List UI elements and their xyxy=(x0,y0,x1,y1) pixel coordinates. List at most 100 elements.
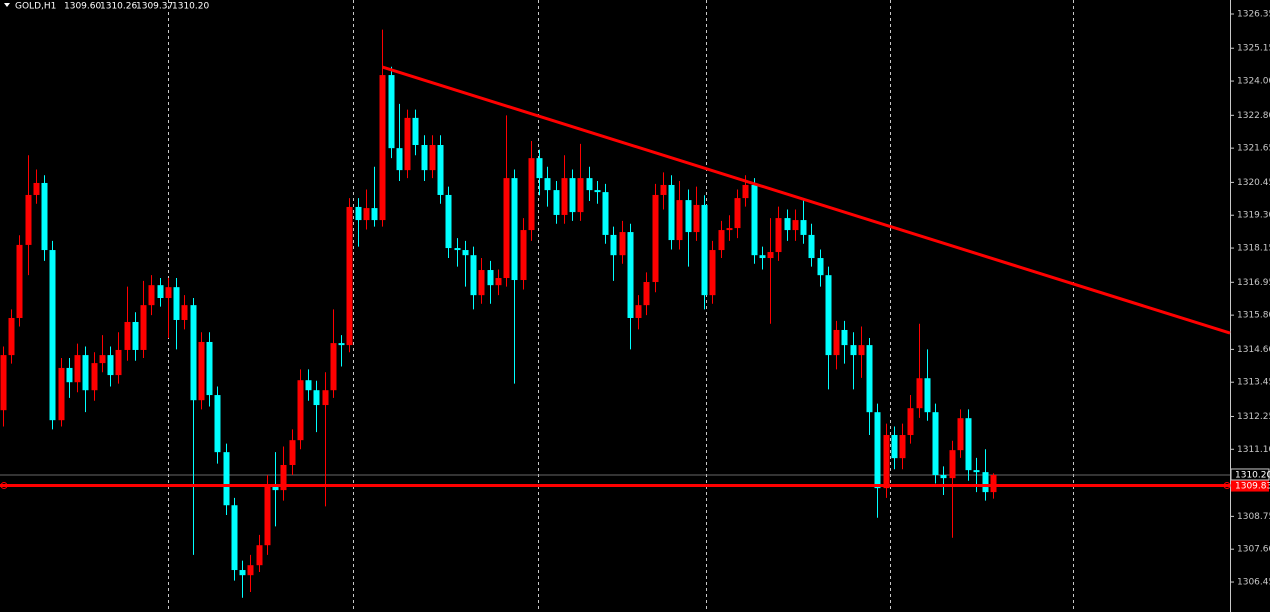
symbol: GOLD,H1 xyxy=(15,2,56,12)
candle-body xyxy=(676,200,683,241)
candle-body xyxy=(841,329,848,346)
candle-body xyxy=(643,282,650,306)
candle-body xyxy=(264,484,271,546)
candle-body xyxy=(58,367,65,421)
candle-body xyxy=(74,355,81,383)
candle-body xyxy=(693,204,700,233)
candle-body xyxy=(338,343,345,346)
candle-body xyxy=(800,220,807,235)
candle-body xyxy=(462,250,469,256)
y-tick-label: 1320.45 xyxy=(1237,178,1270,188)
candle-body xyxy=(982,472,989,493)
candle-body xyxy=(231,505,238,571)
quote-value: 1309.60 xyxy=(64,2,101,12)
candle-body xyxy=(495,278,502,286)
candle-body xyxy=(330,343,337,391)
y-tick-label: 1321.65 xyxy=(1237,144,1270,154)
candle-body xyxy=(528,158,535,231)
y-tick-label: 1326.35 xyxy=(1237,9,1270,19)
candle-body xyxy=(685,200,692,233)
candle-body xyxy=(173,287,180,320)
candle-body xyxy=(289,440,296,465)
quote-value: 1310.26 xyxy=(100,2,137,12)
candle-body xyxy=(833,329,840,356)
candle-body xyxy=(536,158,543,179)
candle-body xyxy=(272,484,279,491)
candle-body xyxy=(965,418,972,471)
candle-body xyxy=(91,363,98,391)
candle-body xyxy=(322,390,329,406)
hline-anchor xyxy=(0,482,8,490)
candle-body xyxy=(140,305,147,350)
candle-body xyxy=(594,190,601,193)
candle-body xyxy=(503,178,510,279)
y-tick-label: 1318.15 xyxy=(1237,244,1270,254)
candle-body xyxy=(825,275,832,356)
candle-body xyxy=(454,248,461,251)
candle-body xyxy=(635,305,642,318)
candle-body xyxy=(429,145,436,171)
candle-body xyxy=(82,355,89,391)
y-tick-label: 1324.00 xyxy=(1237,77,1270,87)
candle-body xyxy=(396,148,403,171)
candle-body xyxy=(16,244,23,318)
candle-body xyxy=(190,305,197,401)
candle-body xyxy=(858,345,865,356)
y-tick-label: 1308.75 xyxy=(1237,512,1270,522)
candle-body xyxy=(99,355,106,364)
candle-body xyxy=(49,250,56,421)
quote-value: 1309.37 xyxy=(136,2,173,12)
y-tick-label: 1314.60 xyxy=(1237,345,1270,355)
candle-body xyxy=(132,321,139,350)
candle-body xyxy=(445,194,452,249)
candle-body xyxy=(701,204,708,296)
candle-body xyxy=(239,570,246,576)
candle-body xyxy=(346,206,353,346)
candle-body xyxy=(379,75,386,221)
candle-body xyxy=(553,190,560,215)
candle-body xyxy=(759,255,766,259)
candle-body xyxy=(973,470,980,473)
candle-body xyxy=(412,117,419,146)
candle-body xyxy=(569,178,576,213)
y-tick-label: 1306.45 xyxy=(1237,578,1270,588)
candle-body xyxy=(751,184,758,256)
y-tick-label: 1322.80 xyxy=(1237,111,1270,121)
candle-body xyxy=(181,305,188,320)
candle-body xyxy=(949,450,956,479)
candle-body xyxy=(874,412,881,489)
candle-body xyxy=(107,355,114,376)
candle-body xyxy=(363,208,370,221)
candle-body xyxy=(41,182,48,251)
candle-body xyxy=(33,182,40,195)
candle-body xyxy=(668,184,675,241)
candle-body xyxy=(660,184,667,195)
candle-body xyxy=(25,194,32,245)
y-tick-label: 1312.25 xyxy=(1237,412,1270,422)
hline-anchor xyxy=(1223,482,1231,490)
y-tick-label: 1307.60 xyxy=(1237,545,1270,555)
candle-body xyxy=(206,341,213,396)
candle-body xyxy=(256,545,263,566)
candle-body xyxy=(0,355,7,411)
header-icon xyxy=(4,3,10,7)
candle-body xyxy=(610,234,617,256)
candle-body xyxy=(817,258,824,276)
candle-body xyxy=(561,178,568,215)
candle-body xyxy=(767,252,774,259)
candle-body xyxy=(883,435,890,489)
candle-body xyxy=(602,192,609,235)
candle-body xyxy=(297,380,304,441)
candle-body xyxy=(891,435,898,459)
candle-body xyxy=(742,184,749,199)
candle-body xyxy=(718,230,725,251)
candle-body xyxy=(619,232,626,256)
candle-body xyxy=(627,232,634,318)
candle-body xyxy=(280,464,287,491)
candle-body xyxy=(866,345,873,413)
candle-body xyxy=(115,349,122,376)
candle-body xyxy=(313,390,320,406)
y-tick-label: 1311.10 xyxy=(1237,445,1270,455)
